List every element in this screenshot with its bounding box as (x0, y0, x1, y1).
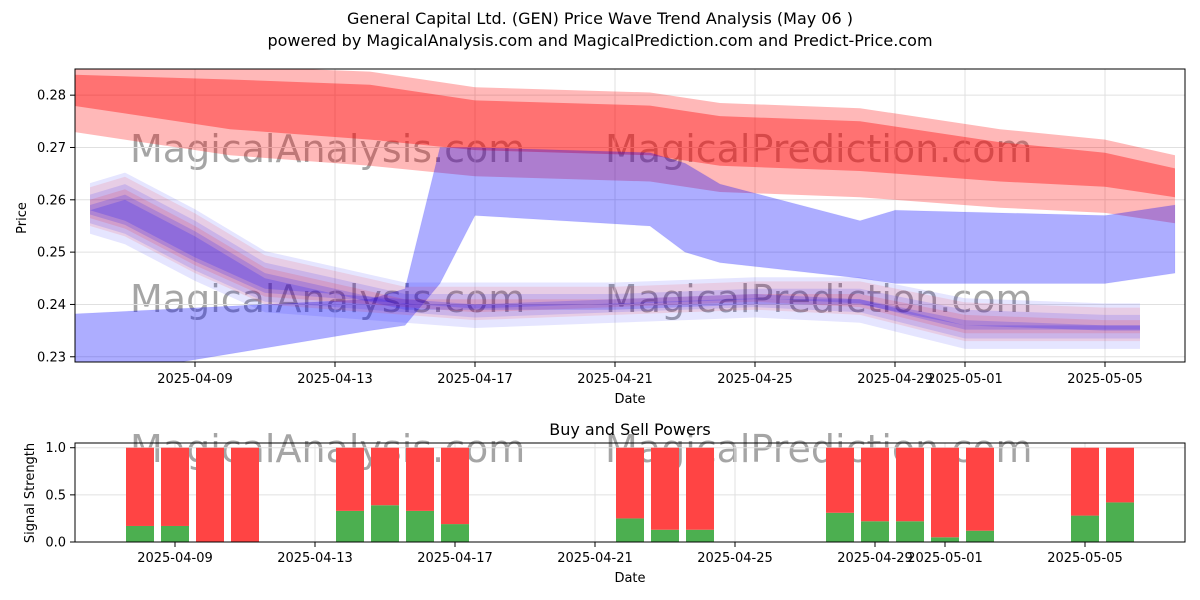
power-plot-frame (74, 442, 1186, 543)
sell-bar (1071, 447, 1099, 516)
price-band-wave-3 (90, 189, 1140, 334)
watermark-right: MagicalPrediction.com (605, 127, 1033, 171)
power-y-tick-label: 1.0 (45, 441, 66, 456)
price-x-tick-label: 2025-04-13 (297, 372, 373, 387)
power-y-axis-label: Signal Strength (23, 443, 38, 543)
power-x-tick-label: 2025-04-21 (557, 551, 633, 566)
power-bars (126, 447, 1134, 542)
price-bands (75, 69, 1176, 362)
price-grid (75, 69, 1185, 362)
buy-bar (826, 512, 854, 542)
price-band-blue (75, 147, 1176, 362)
power-x-tick-label: 2025-04-25 (697, 551, 773, 566)
price-band-wave-2 (90, 184, 1140, 339)
buy-bar (931, 537, 959, 542)
price-x-tick-label: 2025-04-09 (157, 372, 233, 387)
buy-bar (651, 529, 679, 542)
buy-bar (686, 529, 714, 542)
sell-bar (161, 447, 189, 526)
buy-bar (336, 510, 364, 542)
chart-title: General Capital Ltd. (GEN) Price Wave Tr… (347, 9, 853, 28)
sell-bar (371, 447, 399, 506)
price-band-wave-4 (90, 194, 1140, 330)
buy-bar (126, 525, 154, 542)
watermark-left: MagicalAnalysis.com (130, 277, 525, 321)
price-band-layer (75, 69, 1176, 362)
price-x-tick-label: 2025-04-17 (437, 372, 513, 387)
sell-bar (231, 447, 259, 542)
price-x-axis-label: Date (614, 392, 645, 407)
sell-bar (406, 447, 434, 511)
price-y-tick-label: 0.23 (37, 350, 66, 365)
price-y-tick-label: 0.28 (37, 89, 66, 104)
sell-bar (196, 447, 224, 542)
power-x-axis-label: Date (614, 571, 645, 586)
buy-bar (1106, 502, 1134, 542)
price-band-wave-5 (90, 199, 1140, 331)
buy-bar (406, 510, 434, 542)
watermark-group: MagicalAnalysis.com MagicalPrediction.co… (130, 127, 1033, 471)
price-x-tick-label: 2025-04-25 (717, 372, 793, 387)
buy-bar (371, 505, 399, 542)
sell-bar (966, 447, 994, 531)
price-band-wave-0 (90, 172, 1140, 349)
sell-bar (826, 447, 854, 513)
price-y-axis-label: Price (15, 202, 30, 234)
power-y-tick-label: 0.0 (45, 536, 66, 551)
price-x-tick-label: 2025-04-29 (857, 372, 933, 387)
watermark-left: MagicalAnalysis.com (130, 127, 525, 171)
price-y-tick-label: 0.24 (37, 298, 66, 313)
sell-bar (931, 447, 959, 538)
sell-bar (336, 447, 364, 511)
power-x-axis: 2025-04-09 2025-04-13 2025-04-17 2025-04-21… (137, 542, 1123, 566)
price-x-tick-label: 2025-05-05 (1067, 372, 1143, 387)
buy-bar (1071, 515, 1099, 542)
power-y-tick-label: 0.5 (45, 488, 66, 503)
chart-subtitle: powered by MagicalAnalysis.com and Magic… (267, 31, 933, 50)
buy-bar (441, 524, 469, 542)
power-chart-title: Buy and Sell Powers (549, 420, 711, 439)
buy-bar (966, 530, 994, 542)
sell-bar (1106, 447, 1134, 503)
power-x-tick-label: 2025-05-05 (1047, 551, 1123, 566)
price-band-red-outer (75, 69, 1175, 224)
buy-bar (896, 521, 924, 542)
sell-bar (896, 447, 924, 522)
price-y-axis: 0.23 0.24 0.25 0.26 0.27 0.28 (37, 89, 75, 365)
power-x-tick-label: 2025-04-17 (417, 551, 493, 566)
price-y-tick-label: 0.26 (37, 193, 66, 208)
price-plot-frame (74, 68, 1186, 363)
price-band-red-core (75, 74, 1175, 198)
price-band-wave-1 (90, 176, 1140, 342)
sell-bar (616, 447, 644, 519)
power-y-axis: 0.0 0.5 1.0 (45, 441, 75, 551)
sell-bar (651, 447, 679, 530)
price-x-axis: 2025-04-09 2025-04-13 2025-04-17 2025-04-21… (157, 362, 1143, 387)
buy-bar (161, 525, 189, 542)
price-y-tick-label: 0.25 (37, 246, 66, 261)
sell-bar (861, 447, 889, 522)
power-x-tick-label: 2025-04-09 (137, 551, 213, 566)
power-x-tick-label: 2025-04-29 (837, 551, 913, 566)
sell-bar (441, 447, 469, 525)
power-x-tick-label: 2025-05-01 (907, 551, 983, 566)
price-x-tick-label: 2025-04-21 (577, 372, 653, 387)
sell-bar (686, 447, 714, 530)
price-x-tick-label: 2025-05-01 (927, 372, 1003, 387)
buy-bar (616, 518, 644, 542)
power-x-tick-label: 2025-04-13 (277, 551, 353, 566)
price-y-tick-label: 0.27 (37, 141, 66, 156)
sell-bar (126, 447, 154, 526)
watermark-right: MagicalPrediction.com (605, 277, 1033, 321)
buy-bar (861, 521, 889, 542)
